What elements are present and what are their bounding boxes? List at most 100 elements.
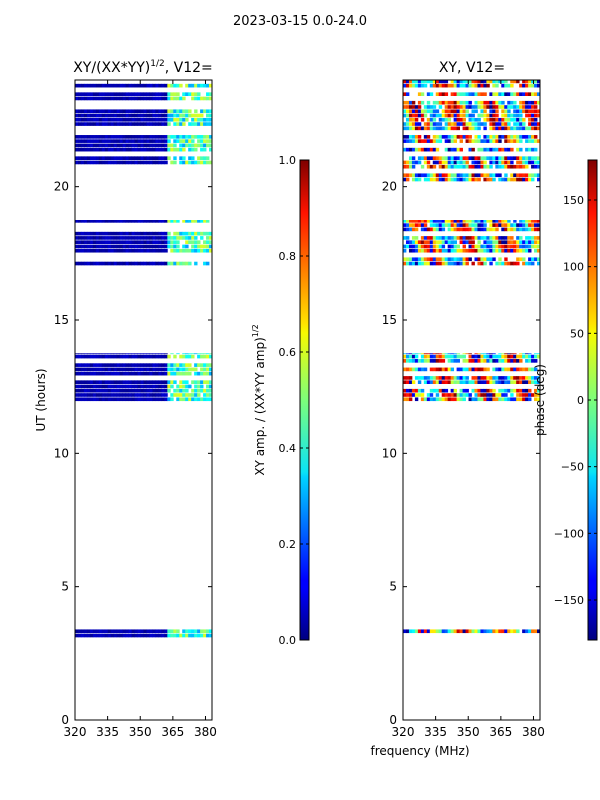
heatmap-cell [146,122,150,126]
heatmap-cell [516,261,520,266]
heatmap-cell [149,113,153,118]
heatmap-cell [80,160,85,165]
heatmap-cell [131,143,135,148]
heatmap-cell [149,633,153,638]
heatmap-cell [435,109,440,114]
heatmap-cell [447,248,452,253]
heatmap-cell [92,393,97,397]
heatmap-cell [209,240,213,244]
heatmap-cell [528,393,532,397]
heatmap-cell [477,117,481,122]
heatmap-cell [119,143,124,148]
heatmap-cell [459,160,463,165]
heatmap-cell [432,236,437,240]
heatmap-cell [474,80,478,84]
heatmap-cell [489,126,493,131]
heatmap-cell [209,397,213,402]
heatmap-cell [107,109,112,114]
heatmap-cell [83,83,88,88]
heatmap-cell [131,147,135,152]
heatmap-cell [209,135,213,139]
heatmap-cell [403,227,407,232]
heatmap-cell [483,236,487,240]
heatmap-cell [80,388,85,393]
heatmap-cell [116,363,121,367]
heatmap-cell [101,384,106,389]
heatmap-cell [528,359,532,363]
heatmap-cell [438,388,443,393]
heatmap-cell [98,633,103,638]
heatmap-cell [128,367,132,372]
heatmap-cell [140,92,144,96]
heatmap-cell [453,156,458,160]
heatmap-cell [429,139,434,143]
heatmap-cell [119,122,124,126]
heatmap-cell [131,363,135,367]
heatmap-cell [453,248,458,253]
heatmap-cell [468,244,472,249]
heatmap-cell [471,117,475,122]
heatmap-cell [465,156,469,160]
heatmap-cell [516,160,520,165]
heatmap-cell [492,240,496,244]
heatmap-cell [167,156,171,160]
heatmap-cell [468,393,472,397]
heatmap-cell [474,109,478,114]
y-tick-label: 0 [61,713,69,727]
heatmap-cell [75,388,79,393]
heatmap-cell [125,96,130,101]
heatmap-cell [453,105,458,109]
heatmap-cell [504,397,508,402]
heatmap-cell [146,143,150,148]
heatmap-cell [534,139,538,143]
y-tick-label: 0 [389,713,397,727]
heatmap-cell [528,223,532,227]
heatmap-cell [194,353,198,355]
heatmap-cell [435,223,440,227]
heatmap-cell [510,397,514,402]
heatmap-cell [173,371,177,376]
heatmap-cell [403,109,407,114]
heatmap-cell [182,261,186,266]
heatmap-cell [447,397,452,402]
heatmap-cell [522,367,526,372]
heatmap-cell [128,353,132,355]
heatmap-cell [468,220,472,223]
heatmap-cell [423,353,428,355]
heatmap-cell [405,164,410,169]
heatmap-cell [441,223,446,227]
heatmap-cell [167,371,171,376]
heatmap-cell [188,371,192,376]
heatmap-cell [483,223,487,227]
heatmap-cell [480,92,484,96]
heatmap-cell [77,160,82,165]
heatmap-cell [206,160,210,165]
heatmap-cell [77,261,82,266]
heatmap-cell [408,353,413,355]
heatmap-cell [528,177,532,182]
heatmap-cell [116,633,121,638]
heatmap-cell [197,629,201,634]
heatmap-cell [95,244,100,249]
heatmap-cell [83,248,88,253]
heatmap-cell [465,122,469,126]
heatmap-cell [119,139,124,143]
heatmap-cell [462,173,466,178]
heatmap-cell [444,380,449,384]
heatmap-cell [122,135,127,139]
heatmap-cell [403,257,407,262]
heatmap-cell [465,160,469,165]
heatmap-cell [519,223,523,227]
heatmap-cell [182,109,186,114]
heatmap-cell [444,388,449,393]
heatmap-cell [101,135,106,139]
heatmap-cell [107,160,112,165]
heatmap-cell [197,244,201,249]
heatmap-cell [501,160,505,165]
heatmap-cell [417,109,422,114]
heatmap-cell [531,160,535,165]
heatmap-cell [155,354,159,359]
heatmap-cell [531,223,535,227]
heatmap-cell [411,117,416,122]
